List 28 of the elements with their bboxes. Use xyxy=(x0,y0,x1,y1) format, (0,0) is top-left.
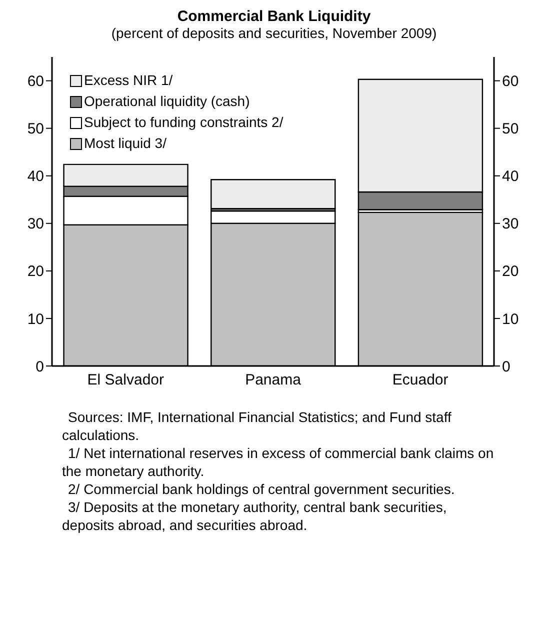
y-tick-label: 50 xyxy=(27,120,44,138)
y-tick-label: 0 xyxy=(36,358,44,376)
y-tick-label: 10 xyxy=(27,310,44,328)
y2-tick-label: 40 xyxy=(502,168,519,186)
y-tick-label: 40 xyxy=(27,168,44,186)
x-tick-label: Panama xyxy=(245,372,302,389)
y2-tick-label: 0 xyxy=(502,358,510,376)
y-tick-label: 60 xyxy=(27,73,44,90)
y-tick-label: 20 xyxy=(27,263,44,280)
text: 1/ Net international reserves in excess of commercial bank claims on the monetary authority. xyxy=(62,444,495,480)
chart-title: Commercial Bank Liquidity xyxy=(176,8,372,25)
y2-tick-label: 30 xyxy=(502,216,519,233)
legend-label: Most liquid 3/ xyxy=(84,134,166,153)
text: 3/ Deposits at the monetary authority, central bank securities, deposits abroad, and securities abroad. xyxy=(62,498,448,534)
y2-tick-label: 50 xyxy=(502,120,519,138)
x-tick-label: Ecuador xyxy=(392,372,448,389)
y2-tick-label: 60 xyxy=(502,73,519,90)
x-tick-label: El Salvador xyxy=(87,372,164,389)
source-note: Sources: IMF, International Financial Statistics; and Fund staff calculations. xyxy=(62,408,452,444)
legend-label: Excess NIR 1/ xyxy=(84,71,173,90)
legend-label: Subject to funding constraints 2/ xyxy=(84,113,284,132)
text: 2/ Commercial bank holdings of central government securities. xyxy=(67,480,456,498)
chart-subtitle: (percent of deposits and securities, November 2009) xyxy=(110,25,438,41)
legend-label: Operational liquidity (cash) xyxy=(84,92,250,111)
y2-tick-label: 20 xyxy=(502,263,519,280)
bar xyxy=(210,179,336,210)
y2-tick-label: 10 xyxy=(502,310,519,328)
y-tick-label: 30 xyxy=(27,216,44,233)
